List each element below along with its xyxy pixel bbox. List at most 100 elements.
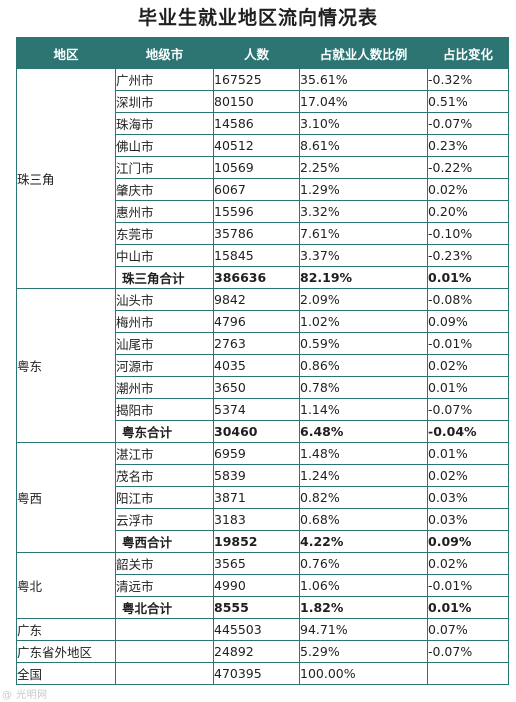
city-cell: 惠州市: [115, 200, 214, 223]
city-cell: 梅州市: [115, 310, 214, 333]
count-cell: 3871: [213, 486, 300, 509]
subtotal-change: -0.04%: [427, 420, 509, 443]
change-cell: 0.02%: [427, 464, 509, 487]
subtotal-share: 82.19%: [299, 266, 428, 289]
total-change: -0.07%: [427, 640, 509, 663]
change-cell: -0.08%: [427, 288, 509, 311]
change-cell: 0.20%: [427, 200, 509, 223]
subtotal-count: 386636: [213, 266, 300, 289]
page-title: 毕业生就业地区流向情况表: [137, 7, 378, 29]
count-cell: 167525: [213, 68, 300, 91]
subtotal-count: 19852: [213, 530, 300, 553]
subtotal-change: 0.09%: [427, 530, 509, 553]
total-count: 24892: [213, 640, 300, 663]
change-cell: -0.01%: [427, 574, 509, 597]
share-cell: 0.86%: [299, 354, 428, 377]
total-city: [115, 618, 214, 641]
subtotal-row: 粤东合计 30460 6.48% -0.04%: [17, 420, 509, 443]
change-cell: -0.32%: [427, 68, 509, 91]
table-row: 江门市 10569 2.25% -0.22%: [17, 156, 509, 179]
share-cell: 3.37%: [299, 244, 428, 267]
city-cell: 东莞市: [115, 222, 214, 245]
table-row: 珠三角 广州市 167525 35.61% -0.32%: [16, 68, 509, 289]
region-cell: 粤东: [16, 288, 116, 443]
share-cell: 0.68%: [299, 508, 428, 531]
count-cell: 4796: [213, 310, 300, 333]
table-header-row: 地区 地级市 人数 占就业人数比例 占比变化: [16, 37, 509, 69]
table-row: 粤东 汕头市 9842 2.09% -0.08%: [16, 288, 509, 443]
table-row: 梅州市 4796 1.02% 0.09%: [17, 310, 509, 333]
total-row: 广东 445503 94.71% 0.07%: [16, 618, 509, 641]
city-cell: 茂名市: [115, 464, 214, 487]
city-cell: 潮州市: [115, 376, 214, 399]
table-body: 珠三角 广州市 167525 35.61% -0.32% 深圳市 80150 17.04% 0.…: [16, 68, 509, 685]
count-cell: 3565: [213, 552, 300, 575]
change-cell: 0.02%: [427, 354, 509, 377]
subtotal-count: 30460: [213, 420, 300, 443]
share-cell: 0.82%: [299, 486, 428, 509]
subtotal-share: 4.22%: [299, 530, 428, 553]
total-count: 470395: [213, 662, 300, 685]
count-cell: 4990: [213, 574, 300, 597]
share-cell: 2.25%: [299, 156, 428, 179]
share-cell: 3.32%: [299, 200, 428, 223]
count-cell: 80150: [213, 90, 300, 113]
share-cell: 1.06%: [299, 574, 428, 597]
total-count: 445503: [213, 618, 300, 641]
city-cell: 汕尾市: [115, 332, 214, 355]
change-cell: -0.23%: [427, 244, 509, 267]
count-cell: 14586: [213, 112, 300, 135]
count-cell: 35786: [213, 222, 300, 245]
change-cell: 0.09%: [427, 310, 509, 333]
table-row: 东莞市 35786 7.61% -0.10%: [17, 222, 509, 245]
city-cell: 阳江市: [115, 486, 214, 509]
share-cell: 1.24%: [299, 464, 428, 487]
city-cell: 韶关市: [115, 552, 214, 575]
table-row: 粤北 韶关市 3565 0.76% 0.02%: [16, 552, 509, 619]
total-region: 广东省外地区: [16, 640, 116, 663]
subtotal-label: 粤东合计: [115, 420, 214, 443]
subtotal-label: 粤西合计: [115, 530, 214, 553]
count-cell: 9842: [213, 288, 300, 311]
city-cell: 中山市: [115, 244, 214, 267]
count-cell: 6959: [213, 442, 300, 465]
count-cell: 4035: [213, 354, 300, 377]
total-share: 100.00%: [299, 662, 428, 685]
total-change: [427, 662, 509, 685]
change-cell: -0.01%: [427, 332, 509, 355]
change-cell: 0.01%: [427, 376, 509, 399]
change-cell: -0.10%: [427, 222, 509, 245]
share-cell: 35.61%: [299, 68, 428, 91]
share-cell: 8.61%: [299, 134, 428, 157]
share-cell: 7.61%: [299, 222, 428, 245]
table-row: 惠州市 15596 3.32% 0.20%: [17, 200, 509, 223]
city-cell: 云浮市: [115, 508, 214, 531]
total-region: 全国: [16, 662, 116, 685]
region-cell: 珠三角: [16, 68, 116, 289]
change-cell: -0.07%: [427, 112, 509, 135]
region-cell: 粤西: [16, 442, 116, 553]
total-row: 全国 470395 100.00%: [16, 662, 509, 685]
total-row: 广东省外地区 24892 5.29% -0.07%: [16, 640, 509, 663]
total-city: [115, 662, 214, 685]
change-cell: 0.01%: [427, 442, 509, 465]
share-cell: 2.09%: [299, 288, 428, 311]
header-region: 地区: [16, 37, 116, 69]
total-city: [115, 640, 214, 663]
city-cell: 河源市: [115, 354, 214, 377]
table-row: 粤西 湛江市 6959 1.48% 0.01%: [16, 442, 509, 553]
city-cell: 江门市: [115, 156, 214, 179]
subtotal-share: 6.48%: [299, 420, 428, 443]
city-cell: 佛山市: [115, 134, 214, 157]
table-row: 揭阳市 5374 1.14% -0.07%: [17, 398, 509, 421]
table-row: 河源市 4035 0.86% 0.02%: [17, 354, 509, 377]
subtotal-change: 0.01%: [427, 596, 509, 619]
city-cell: 广州市: [115, 68, 214, 91]
change-cell: 0.03%: [427, 486, 509, 509]
region-cell: 粤北: [16, 552, 116, 619]
watermark: @ 光明网: [2, 690, 48, 701]
subtotal-share: 1.82%: [299, 596, 428, 619]
count-cell: 2763: [213, 332, 300, 355]
count-cell: 10569: [213, 156, 300, 179]
count-cell: 3183: [213, 508, 300, 531]
